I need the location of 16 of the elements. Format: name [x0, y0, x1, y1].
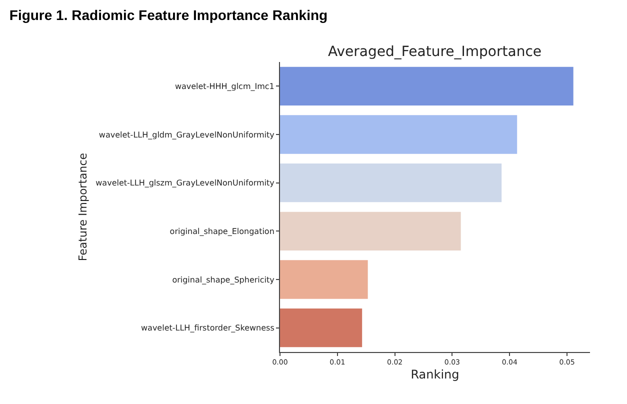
- y-tick-label: wavelet-LLH_firstorder_Skewness: [141, 324, 274, 333]
- bar: [280, 115, 518, 154]
- x-axis-title: Ranking: [410, 367, 460, 382]
- y-tick-label: wavelet-LLH_gldm_GrayLevelNonUniformity: [98, 130, 275, 140]
- y-axis-title: Feature Importance: [76, 152, 90, 262]
- bar: [280, 212, 461, 250]
- bar: [280, 260, 368, 299]
- y-tick-label: original_shape_Sphericity: [172, 275, 275, 284]
- y-tick-label: wavelet-HHH_glcm_Imc1: [174, 82, 274, 91]
- chart-title: Figure 1. Radiomic Feature Importance Ranking: [9, 6, 328, 23]
- bar: [280, 164, 502, 202]
- y-tick-label: original_shape_Elongation: [170, 226, 274, 236]
- y-tick-label: wavelet-LLH_glszm_GrayLevelNonUniformity: [96, 178, 275, 188]
- bar: [280, 308, 362, 348]
- chart-subtitle: Averaged_Feature_Importance: [328, 44, 542, 60]
- bar: [280, 66, 574, 106]
